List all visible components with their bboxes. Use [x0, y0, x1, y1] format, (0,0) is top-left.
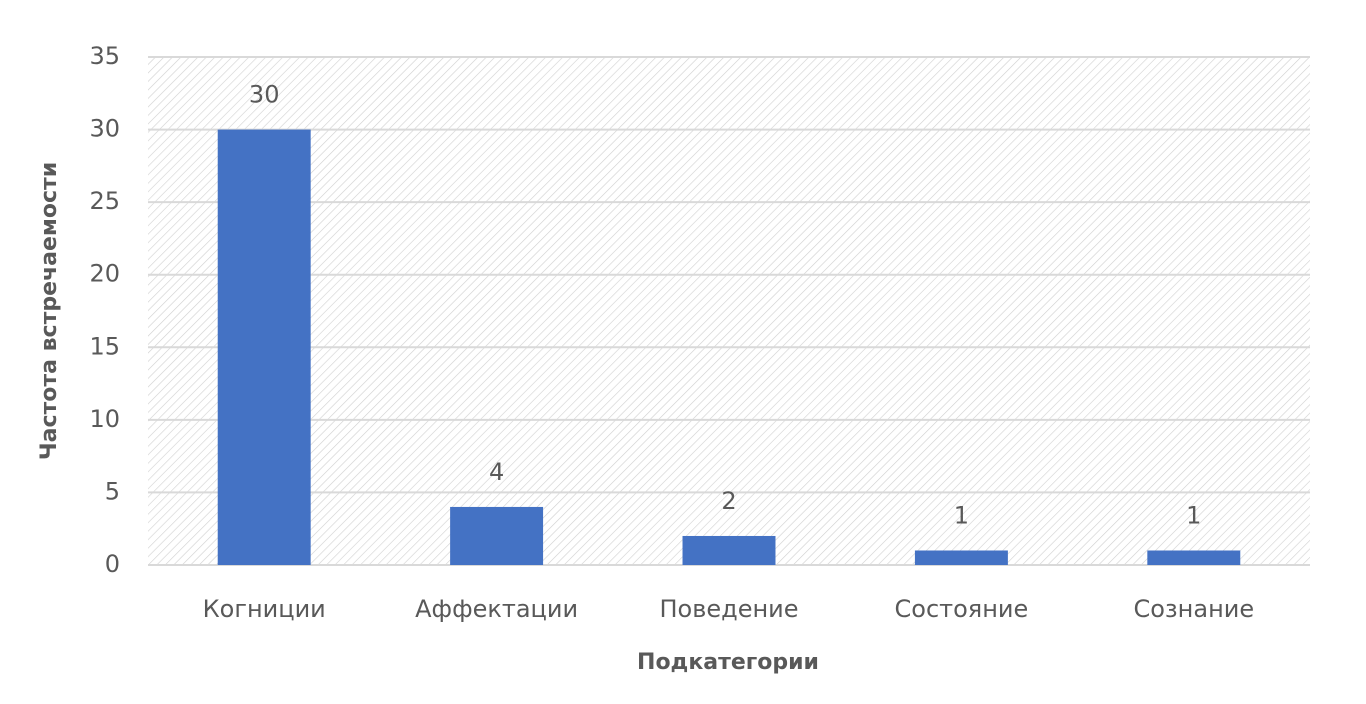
x-tick-label: Сознание: [1133, 595, 1254, 623]
plot-background: [148, 57, 1310, 565]
data-label: 4: [489, 458, 504, 486]
y-tick-label: 15: [89, 332, 120, 360]
bar: [914, 550, 1008, 565]
y-tick-label: 20: [89, 260, 120, 288]
data-label: 2: [721, 487, 736, 515]
y-tick-label: 10: [89, 405, 120, 433]
y-tick-label: 25: [89, 187, 120, 215]
bar: [450, 506, 544, 565]
y-tick-label: 30: [89, 115, 120, 143]
x-tick-label: Поведение: [659, 595, 798, 623]
y-tick-label: 0: [105, 550, 120, 578]
x-tick-label: Когниции: [203, 595, 326, 623]
y-axis-title: Частота встречаемости: [37, 162, 62, 460]
y-tick-label: 35: [89, 42, 120, 70]
bar: [1147, 550, 1241, 565]
x-tick-label: Аффектации: [415, 595, 578, 623]
data-label: 30: [249, 81, 280, 109]
data-label: 1: [954, 501, 969, 529]
x-tick-label: Состояние: [895, 595, 1029, 623]
data-label: 1: [1186, 501, 1201, 529]
y-tick-label: 5: [105, 477, 120, 505]
bar: [217, 129, 311, 566]
bar: [682, 535, 776, 565]
x-axis-title: Подкатегории: [637, 650, 819, 675]
